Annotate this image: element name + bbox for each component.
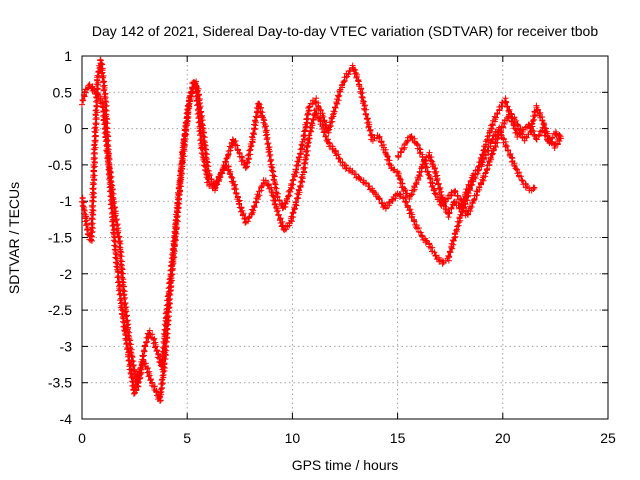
series-markers-2 xyxy=(78,56,538,404)
series-markers-3 xyxy=(395,102,564,219)
x-tick-label: 10 xyxy=(285,430,301,446)
y-tick-label: 0.5 xyxy=(53,84,73,100)
y-tick-label: -1 xyxy=(60,193,73,209)
x-tick-label: 25 xyxy=(600,430,616,446)
series-markers-1 xyxy=(79,62,564,388)
x-axis-label: GPS time / hours xyxy=(292,457,399,473)
x-tick-label: 20 xyxy=(495,430,511,446)
y-tick-label: -0.5 xyxy=(48,157,72,173)
y-tick-label: 0 xyxy=(64,121,72,137)
y-tick-label: -2 xyxy=(60,266,73,282)
y-tick-label: 1 xyxy=(64,48,72,64)
x-tick-label: 15 xyxy=(390,430,406,446)
y-tick-label: -3.5 xyxy=(48,375,72,391)
x-tick-labels: 0 5 10 15 20 25 xyxy=(78,430,616,446)
grid-lines xyxy=(82,56,608,419)
data-markers xyxy=(78,56,564,404)
y-tick-label: -3 xyxy=(60,338,73,354)
y-axis-label: SDTVAR / TECUs xyxy=(6,182,22,294)
x-tick-label: 0 xyxy=(78,430,86,446)
y-tick-label: -1.5 xyxy=(48,230,72,246)
chart-title: Day 142 of 2021, Sidereal Day-to-day VTE… xyxy=(92,23,599,39)
y-tick-label: -4 xyxy=(60,411,73,427)
axis-ticks xyxy=(81,55,609,420)
x-tick-label: 5 xyxy=(183,430,191,446)
y-tick-labels: 1 0.5 0 -0.5 -1 -1.5 -2 -2.5 -3 -3.5 -4 xyxy=(48,48,72,427)
y-tick-label: -2.5 xyxy=(48,302,72,318)
